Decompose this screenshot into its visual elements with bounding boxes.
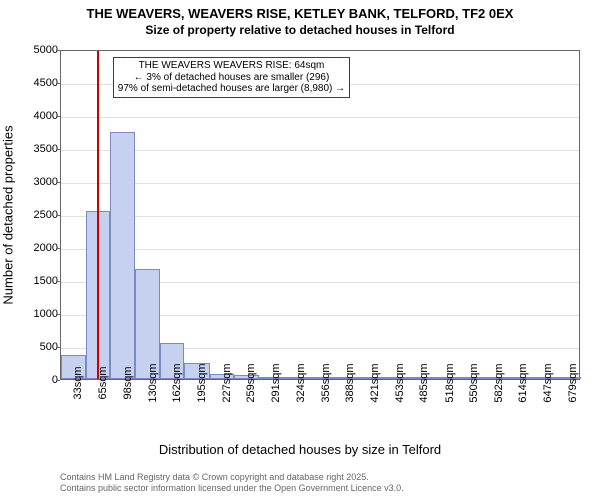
ytick-mark (56, 50, 60, 51)
ytick-label: 2500 (8, 209, 58, 221)
xtick-label: 98sqm (122, 366, 134, 399)
ytick-label: 3500 (8, 143, 58, 155)
xtick-label: 130sqm (147, 363, 159, 402)
xtick-label: 679sqm (567, 363, 579, 402)
ytick-label: 500 (8, 341, 58, 353)
gridline (61, 117, 579, 118)
xtick-label: 388sqm (344, 363, 356, 402)
xtick-label: 195sqm (196, 363, 208, 402)
annotation-line3: 97% of semi-detached houses are larger (… (118, 83, 345, 95)
chart-title: THE WEAVERS, WEAVERS RISE, KETLEY BANK, … (0, 6, 600, 23)
xtick-label: 356sqm (320, 363, 332, 402)
gridline (61, 183, 579, 184)
ytick-mark (56, 116, 60, 117)
xtick-label: 421sqm (369, 363, 381, 402)
ytick-mark (56, 380, 60, 381)
ytick-mark (56, 149, 60, 150)
title-block: THE WEAVERS, WEAVERS RISE, KETLEY BANK, … (0, 6, 600, 38)
credits-line2: Contains public sector information licen… (60, 483, 404, 494)
ytick-label: 4500 (8, 77, 58, 89)
ytick-label: 2000 (8, 242, 58, 254)
xtick-label: 582sqm (493, 363, 505, 402)
annotation-box: THE WEAVERS WEAVERS RISE: 64sqm ← 3% of … (113, 57, 350, 98)
ytick-label: 1000 (8, 308, 58, 320)
histogram-bar (110, 132, 135, 380)
xtick-label: 33sqm (72, 366, 84, 399)
xtick-label: 227sqm (221, 363, 233, 402)
ytick-mark (56, 83, 60, 84)
xtick-label: 291sqm (270, 363, 282, 402)
gridline (61, 150, 579, 151)
annotation-line1: THE WEAVERS WEAVERS RISE: 64sqm (118, 60, 345, 72)
ytick-mark (56, 281, 60, 282)
xtick-label: 65sqm (97, 366, 109, 399)
ytick-label: 5000 (8, 44, 58, 56)
ytick-mark (56, 182, 60, 183)
xtick-label: 259sqm (245, 363, 257, 402)
ytick-label: 4000 (8, 110, 58, 122)
xtick-label: 550sqm (468, 363, 480, 402)
marker-line (97, 51, 99, 379)
ytick-mark (56, 314, 60, 315)
annotation-line2: ← 3% of detached houses are smaller (296… (118, 72, 345, 84)
xtick-label: 485sqm (418, 363, 430, 402)
credits-line1: Contains HM Land Registry data © Crown c… (60, 472, 404, 483)
x-axis-label: Distribution of detached houses by size … (0, 442, 600, 457)
chart-subtitle: Size of property relative to detached ho… (0, 23, 600, 39)
ytick-label: 3000 (8, 176, 58, 188)
xtick-label: 518sqm (444, 363, 456, 402)
xtick-label: 162sqm (171, 363, 183, 402)
ytick-mark (56, 215, 60, 216)
ytick-label: 1500 (8, 275, 58, 287)
ytick-mark (56, 248, 60, 249)
ytick-mark (56, 347, 60, 348)
chart-container: THE WEAVERS, WEAVERS RISE, KETLEY BANK, … (0, 0, 600, 500)
credits: Contains HM Land Registry data © Crown c… (60, 472, 404, 494)
xtick-label: 647sqm (542, 363, 554, 402)
xtick-label: 614sqm (517, 363, 529, 402)
gridline (61, 249, 579, 250)
plot-area: THE WEAVERS WEAVERS RISE: 64sqm ← 3% of … (60, 50, 580, 380)
gridline (61, 216, 579, 217)
xtick-label: 453sqm (394, 363, 406, 402)
xtick-label: 324sqm (295, 363, 307, 402)
ytick-label: 0 (8, 374, 58, 386)
